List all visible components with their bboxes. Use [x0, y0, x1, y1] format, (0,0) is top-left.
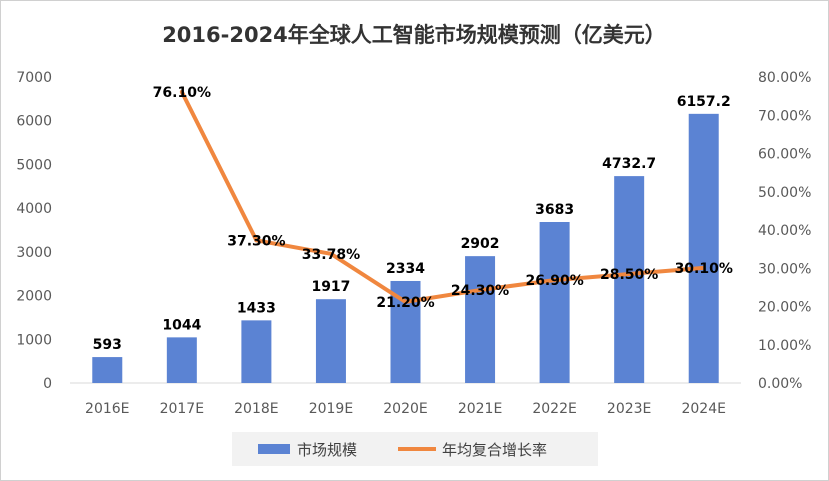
x-tick-label: 2018E — [234, 401, 278, 417]
line-data-label: 24.30% — [451, 283, 509, 299]
line-data-label: 21.20% — [376, 295, 434, 311]
bar-2023E — [614, 176, 645, 383]
y-left-tick-label: 3000 — [16, 245, 52, 261]
line-point-2023E — [627, 271, 632, 276]
y-left-tick-label: 2000 — [16, 289, 52, 305]
y-left-tick-label: 1000 — [16, 332, 52, 348]
bar-data-label: 1044 — [162, 317, 201, 333]
bar-2018E — [241, 320, 272, 383]
y-right-tick-label: 20.00% — [758, 300, 811, 316]
legend-bar-label: 市场规模 — [297, 441, 357, 459]
legend-bar-swatch — [258, 444, 290, 454]
line-data-label: 28.50% — [600, 267, 658, 283]
bar-2024E — [688, 113, 719, 383]
x-tick-label: 2020E — [383, 401, 427, 417]
y-left-tick-label: 4000 — [16, 201, 52, 217]
y-left-tick-label: 7000 — [16, 70, 52, 86]
legend: 市场规模 年均复合增长率 — [232, 432, 598, 466]
x-tick-label: 2016E — [85, 401, 129, 417]
line-data-label: 33.78% — [302, 247, 360, 263]
x-tick-label: 2022E — [532, 401, 576, 417]
line-data-label: 76.10% — [153, 85, 211, 101]
bar-data-label: 2334 — [386, 261, 425, 277]
y-right-tick-label: 30.00% — [758, 261, 811, 277]
line-point-2017E — [179, 89, 184, 94]
line-point-2021E — [478, 288, 483, 293]
line-data-label: 30.10% — [675, 261, 733, 277]
y-right-tick-label: 0.00% — [758, 376, 802, 392]
bar-data-label: 1433 — [237, 300, 276, 316]
bar-data-label: 593 — [93, 337, 122, 353]
y-right-tick-label: 60.00% — [758, 147, 811, 163]
bar-2017E — [166, 337, 197, 383]
y-right-tick-label: 40.00% — [758, 223, 811, 239]
y-right-tick-label: 80.00% — [758, 70, 811, 86]
bar-data-label: 6157.2 — [677, 94, 731, 110]
line-point-2024E — [701, 265, 706, 270]
chart-title: 2016-2024年全球人工智能市场规模预测（亿美元） — [162, 23, 666, 47]
y-right-tick-label: 50.00% — [758, 185, 811, 201]
legend-line-label: 年均复合增长率 — [442, 441, 547, 459]
line-point-2020E — [403, 299, 408, 304]
bar-2019E — [315, 299, 346, 383]
bar-2016E — [92, 357, 123, 383]
x-tick-label: 2023E — [607, 401, 651, 417]
line-point-2022E — [552, 278, 557, 283]
y-left-tick-label: 5000 — [16, 157, 52, 173]
y-left-tick-label: 6000 — [16, 114, 52, 130]
line-data-label: 26.90% — [525, 273, 583, 289]
x-tick-label: 2021E — [458, 401, 502, 417]
x-tick-label: 2019E — [309, 401, 353, 417]
bar-2021E — [465, 256, 496, 383]
bar-data-label: 4732.7 — [602, 156, 656, 172]
x-tick-label: 2024E — [681, 401, 725, 417]
line-point-2018E — [254, 238, 259, 243]
bar-2022E — [539, 222, 570, 383]
line-point-2019E — [328, 251, 333, 256]
bar-data-label: 1917 — [311, 279, 350, 295]
line-data-label: 37.30% — [227, 233, 285, 249]
x-tick-label: 2017E — [160, 401, 204, 417]
bar-data-label: 2902 — [461, 236, 500, 252]
bar-data-label: 3683 — [535, 202, 574, 218]
growth-rate-line — [180, 91, 704, 304]
bar-2020E — [390, 280, 421, 383]
y-left-tick-label: 0 — [43, 376, 52, 392]
y-right-tick-label: 70.00% — [758, 108, 811, 124]
y-right-tick-label: 10.00% — [758, 338, 811, 354]
